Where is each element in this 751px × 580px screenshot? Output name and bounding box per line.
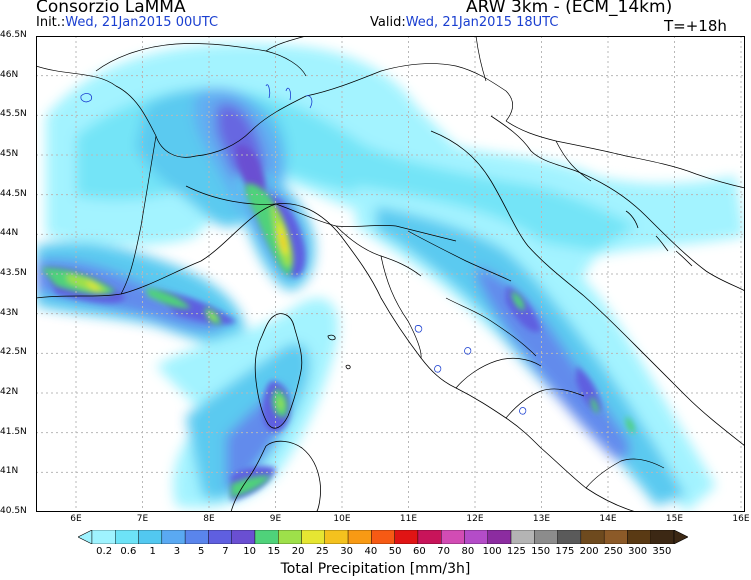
colorbar-cell [510, 530, 535, 544]
colorbar-level-label: 20 [291, 546, 305, 557]
lon-label: 16E [732, 514, 750, 524]
lat-label: 46N [0, 69, 19, 80]
lakes [80, 84, 527, 415]
lon-label: 13E [532, 514, 551, 524]
colorbar-cell [534, 530, 558, 544]
colorbar-level-label: 1 [149, 546, 156, 557]
lon-label: 8E [203, 514, 215, 524]
colorbar-cell [557, 530, 582, 544]
colorbar-cell [324, 530, 349, 544]
lon-label: 11E [399, 514, 418, 524]
colorbar-level-label: 0.2 [96, 546, 113, 557]
init-time: Init.:Wed, 21Jan2015 00UTC [36, 15, 218, 30]
colorbar-level-label: 5 [197, 546, 205, 557]
lat-label: 42.5N [0, 347, 27, 358]
colorbar [78, 530, 688, 544]
lon-label: 12E [466, 514, 484, 524]
colorbar-cell [184, 530, 209, 544]
lon-label: 15E [665, 514, 684, 524]
lat-label: 43N [0, 307, 19, 318]
colorbar-cell [161, 530, 186, 544]
lon-label: 14E [599, 514, 617, 524]
valid-label: Valid: [370, 15, 406, 30]
colorbar-level-label: 70 [437, 546, 450, 557]
colorbar-cell [347, 530, 372, 544]
colorbar-level-label: 15 [267, 546, 281, 557]
borders [36, 36, 745, 489]
colorbar-level-label: 3 [173, 546, 181, 557]
precipitation-map [36, 36, 745, 512]
lon-label: 7E [136, 514, 149, 524]
colorbar-level-label: 80 [461, 546, 475, 557]
colorbar-cell [464, 530, 488, 544]
colorbar-max-arrow [673, 530, 688, 544]
colorbar-cell [394, 530, 419, 544]
init-label: Init.: [36, 15, 66, 30]
lat-label: 44N [0, 228, 19, 239]
colorbar-cell [91, 530, 116, 544]
colorbar-cell [650, 530, 675, 544]
lon-label: 10E [333, 514, 351, 524]
colorbar-cell [441, 530, 465, 544]
colorbar-level-label: 0.6 [120, 546, 137, 557]
colorbar-cell [301, 530, 326, 544]
lon-label: 6E [70, 514, 82, 524]
colorbar-cell [580, 530, 605, 544]
lon-label: 9E [269, 514, 282, 524]
coastlines [36, 115, 745, 512]
colorbar-level-label: 40 [364, 546, 378, 557]
colorbar-cell [603, 530, 628, 544]
colorbar-cell [231, 530, 256, 544]
colorbar-cell [138, 530, 163, 544]
colorbar-level-label: 125 [506, 546, 526, 557]
lat-label: 41.5N [0, 426, 27, 437]
lat-label: 45.5N [0, 109, 27, 120]
colorbar-level-label: 100 [482, 546, 502, 557]
lat-label: 41N [0, 466, 19, 477]
colorbar-title: Total Precipitation [mm/3h] [280, 561, 471, 577]
colorbar-level-label: 60 [413, 546, 426, 557]
colorbar-level-label: 50 [388, 546, 402, 557]
colorbar-cell [627, 530, 651, 544]
lat-label: 43.5N [0, 268, 27, 278]
colorbar-level-label: 200 [579, 546, 599, 557]
colorbar-level-label: 150 [531, 546, 551, 557]
init-value: Wed, 21Jan2015 00UTC [65, 15, 219, 30]
lat-label: 40.5N [0, 506, 27, 516]
colorbar-cell [254, 530, 279, 544]
colorbar-cell [115, 530, 139, 544]
colorbar-cell [371, 530, 395, 544]
colorbar-level-label: 175 [555, 546, 575, 557]
organization-title: Consorzio LaMMA [36, 0, 186, 17]
colorbar-level-label: 350 [652, 546, 672, 557]
valid-value: Wed, 21Jan2015 18UTC [405, 15, 559, 30]
lat-label: 45N [0, 149, 19, 159]
colorbar-cell [208, 530, 232, 544]
colorbar-level-label: 25 [316, 546, 329, 557]
lat-lon-grid [36, 36, 745, 512]
colorbar-cell [487, 530, 512, 544]
colorbar-level-label: 7 [222, 546, 229, 557]
forecast-step: T=+18h [664, 17, 727, 35]
valid-time: Valid:Wed, 21Jan2015 18UTC [370, 15, 558, 30]
colorbar-level-label: 250 [603, 546, 623, 557]
colorbar-cell [417, 530, 442, 544]
colorbar-level-label: 300 [628, 546, 648, 557]
colorbar-min-arrow [78, 530, 93, 544]
colorbar-level-label: 30 [340, 546, 353, 557]
colorbar-level-label: 10 [243, 546, 256, 557]
lat-label: 44.5N [0, 188, 27, 199]
colorbar-cell [278, 530, 302, 544]
model-title: ARW 3km - (ECM_14km) [466, 0, 673, 17]
lat-label: 46.5N [0, 30, 27, 40]
lat-label: 42N [0, 387, 19, 397]
